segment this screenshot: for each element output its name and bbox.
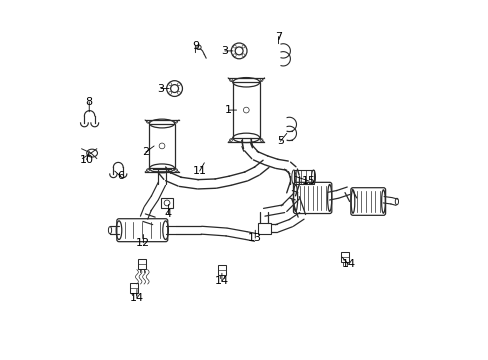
Text: 14: 14 — [214, 276, 228, 286]
Bar — [232, 82, 259, 138]
Text: 2: 2 — [142, 147, 149, 157]
Text: 10: 10 — [80, 154, 94, 165]
Bar — [340, 252, 348, 262]
Bar — [130, 283, 138, 293]
Bar — [218, 265, 225, 275]
Text: 5: 5 — [276, 136, 283, 146]
Text: 13: 13 — [248, 233, 262, 243]
Bar — [293, 170, 313, 184]
Text: 14: 14 — [341, 259, 355, 269]
Bar — [149, 123, 174, 168]
Text: 8: 8 — [85, 97, 93, 107]
Text: 14: 14 — [130, 293, 143, 303]
Text: 3: 3 — [157, 84, 164, 94]
Text: 3: 3 — [221, 46, 228, 56]
Bar — [257, 223, 270, 234]
Text: 12: 12 — [136, 238, 150, 248]
Text: 9: 9 — [191, 41, 199, 50]
Bar — [161, 198, 173, 208]
Text: 7: 7 — [274, 32, 282, 41]
Bar — [138, 259, 146, 269]
Text: 15: 15 — [302, 176, 315, 186]
Text: 6: 6 — [117, 171, 124, 181]
Text: 11: 11 — [192, 166, 206, 176]
Text: 4: 4 — [164, 209, 172, 219]
Text: 1: 1 — [224, 105, 231, 115]
